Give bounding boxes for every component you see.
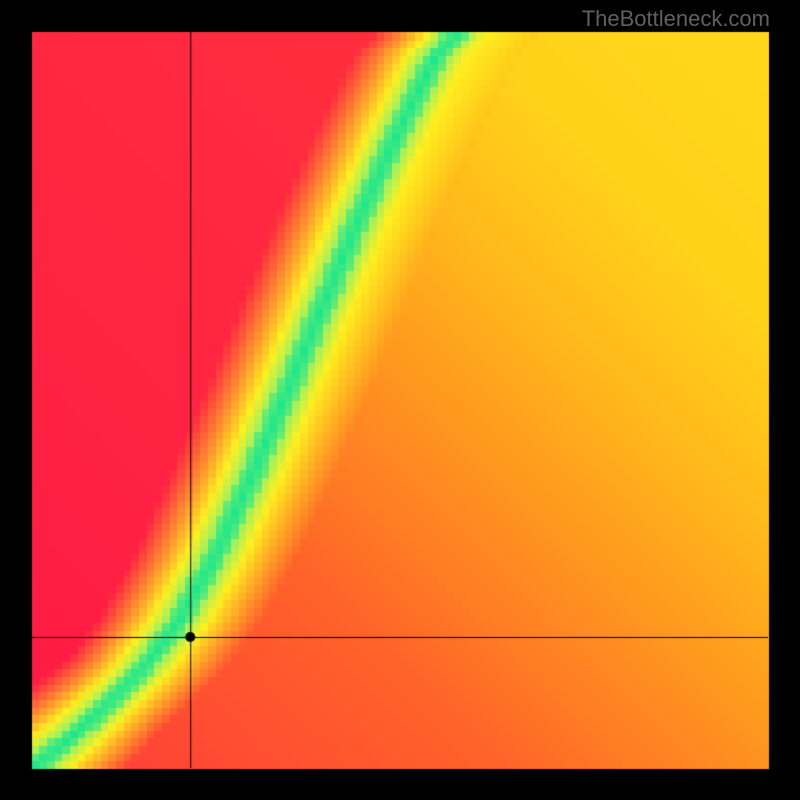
bottleneck-heatmap [0,0,800,800]
chart-container: TheBottleneck.com [0,0,800,800]
watermark-text: TheBottleneck.com [582,6,770,32]
